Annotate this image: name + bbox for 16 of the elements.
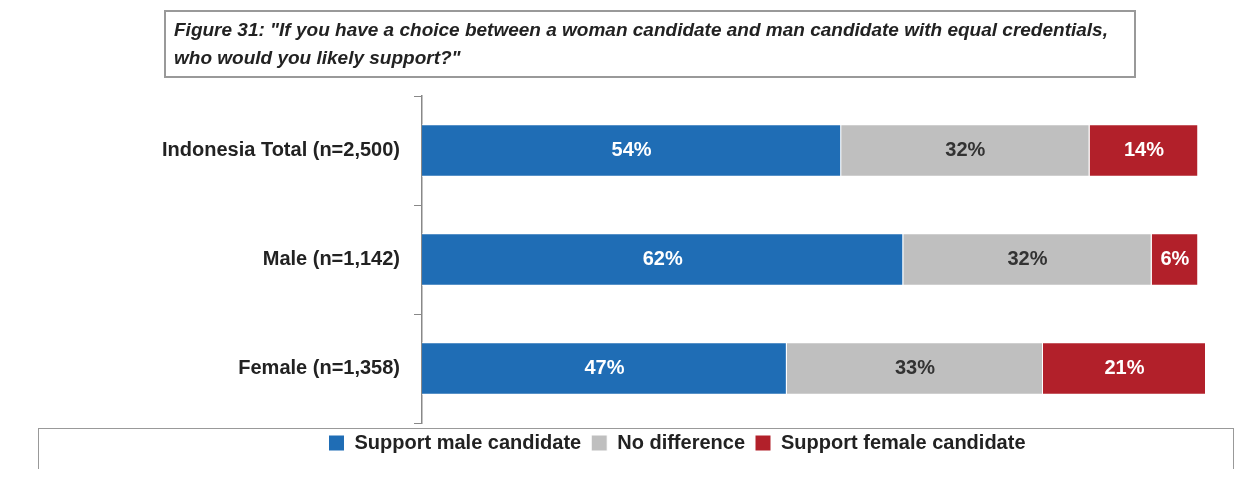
y-tick-label: Female (n=1,358) [238, 356, 401, 379]
y-tick-label: Male (n=1,142) [262, 247, 401, 270]
chart-title: Figure 31: "If you have a choice between a woman candidate and man candidate with equal credentials, who would you likely support?" [164, 10, 1136, 78]
legend-label: Support male candidate [354, 430, 582, 453]
data-label: 33% [894, 356, 936, 379]
legend-label: Support female candidate [781, 430, 1026, 453]
data-label: 14% [1123, 138, 1165, 161]
data-label: 6% [1160, 247, 1190, 270]
data-label: 47% [584, 356, 625, 379]
data-label: 21% [1104, 356, 1145, 379]
y-tick-label: Indonesia Total (n=2,500) [161, 138, 401, 161]
data-label: 32% [1007, 247, 1048, 270]
data-label: 54% [611, 138, 652, 161]
data-label: 62% [642, 247, 683, 270]
legend-label: No difference [617, 430, 746, 453]
data-label: 32% [945, 138, 986, 161]
